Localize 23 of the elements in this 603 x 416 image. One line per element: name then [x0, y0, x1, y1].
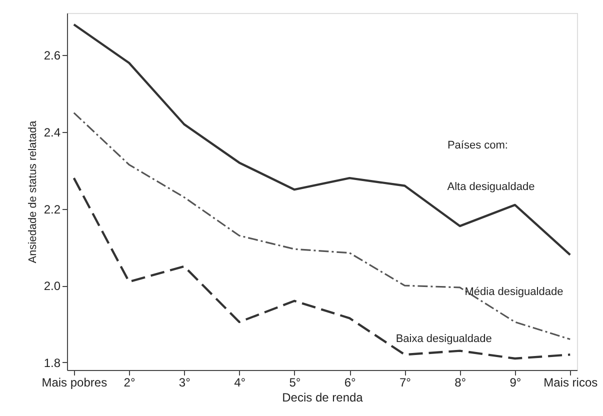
y-tick-label: 1.8	[44, 356, 61, 370]
x-tick-label: 2°	[124, 376, 136, 390]
x-axis-title: Decis de renda	[282, 390, 364, 404]
x-tick-label: Mais ricos	[544, 376, 598, 390]
series-label: Alta desigualdade	[447, 180, 535, 193]
series-label: Baixa desigualdade	[396, 332, 492, 345]
y-tick-label: 2.2	[44, 202, 61, 216]
x-tick-label: Mais pobres	[42, 376, 108, 390]
x-tick-label: 7°	[399, 376, 412, 390]
x-tick-label: 5°	[289, 376, 301, 390]
annotation: Países com:	[447, 140, 508, 152]
line-series	[72, 176, 572, 360]
line-series	[72, 23, 572, 256]
y-tick-label: 2.0	[44, 279, 61, 294]
x-tick-label: 4°	[234, 376, 246, 390]
x-tick-label: 6°	[344, 376, 356, 390]
series-label: Média desigualdade	[464, 286, 564, 298]
y-tick-label: 2.4	[44, 126, 61, 140]
x-tick-label: 9°	[510, 376, 522, 390]
y-axis-title: Ansiedade de status relatada	[26, 120, 39, 264]
x-tick-label: 3°	[178, 376, 191, 390]
y-tick-label: 2.6	[44, 48, 61, 63]
x-tick-label: 8°	[454, 376, 466, 390]
